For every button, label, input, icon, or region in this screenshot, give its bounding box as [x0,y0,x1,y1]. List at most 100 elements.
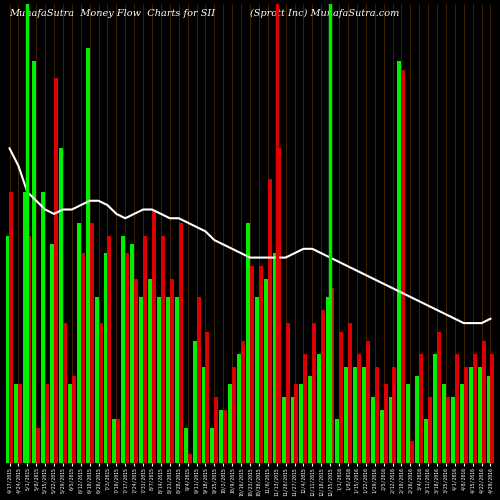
Bar [214,398,218,463]
Bar [268,179,272,463]
Bar [116,419,120,463]
Bar [460,384,464,463]
Bar [312,323,316,463]
Bar [384,384,388,463]
Bar [178,222,182,463]
Bar [10,192,14,463]
Bar [161,236,165,463]
Bar [175,297,179,463]
Bar [357,354,361,463]
Bar [112,419,116,463]
Bar [223,410,227,463]
Bar [98,323,102,463]
Bar [282,398,286,463]
Bar [490,354,494,463]
Bar [59,148,63,463]
Bar [143,236,147,463]
Bar [192,340,196,463]
Bar [188,454,192,463]
Bar [286,323,290,463]
Bar [335,419,339,463]
Bar [478,367,482,463]
Bar [370,398,374,463]
Bar [464,367,468,463]
Bar [63,323,67,463]
Bar [184,428,188,463]
Bar [392,367,396,463]
Bar [455,354,459,463]
Bar [152,210,156,463]
Bar [241,340,245,463]
Bar [290,398,294,463]
Bar [255,297,259,463]
Bar [32,61,36,463]
Bar [273,253,277,463]
Bar [237,354,241,463]
Bar [72,376,76,463]
Bar [126,253,130,463]
Bar [86,48,89,463]
Bar [276,148,280,463]
Bar [202,367,205,463]
Bar [366,340,370,463]
Bar [416,376,420,463]
Bar [419,354,423,463]
Bar [330,288,334,463]
Bar [134,280,138,463]
Text: (Sprott Inc) MunafaSutra.com: (Sprott Inc) MunafaSutra.com [250,9,400,18]
Bar [442,384,446,463]
Bar [170,280,174,463]
Bar [433,354,437,463]
Bar [388,398,392,463]
Bar [77,222,81,463]
Bar [264,280,268,463]
Bar [220,410,224,463]
Bar [228,384,232,463]
Bar [206,332,210,463]
Bar [36,428,40,463]
Bar [108,236,112,463]
Bar [157,297,161,463]
Bar [468,367,472,463]
Bar [486,376,490,463]
Bar [139,297,143,463]
Bar [50,244,54,463]
Bar [6,236,10,463]
Bar [196,297,200,463]
Bar [104,253,108,463]
Bar [28,236,32,463]
Bar [294,384,298,463]
Bar [410,441,414,463]
Bar [353,367,357,463]
Bar [210,428,214,463]
Bar [300,384,304,463]
Bar [148,280,152,463]
Bar [308,376,312,463]
Bar [326,297,330,463]
Bar [424,419,428,463]
Bar [14,384,18,463]
Bar [321,310,325,463]
Bar [437,332,441,463]
Text: MunafaSutra  Money Flow  Charts for SII: MunafaSutra Money Flow Charts for SII [9,9,215,18]
Bar [380,410,384,463]
Bar [94,297,98,463]
Bar [482,340,486,463]
Bar [130,244,134,463]
Bar [232,367,236,463]
Bar [318,354,322,463]
Bar [122,236,126,463]
Bar [339,332,343,463]
Bar [304,354,308,463]
Bar [68,384,72,463]
Bar [166,297,170,463]
Bar [80,253,84,463]
Bar [348,323,352,463]
Bar [398,61,402,463]
Bar [344,367,348,463]
Bar [246,222,250,463]
Bar [362,367,366,463]
Bar [374,367,378,463]
Bar [402,70,406,463]
Bar [472,354,476,463]
